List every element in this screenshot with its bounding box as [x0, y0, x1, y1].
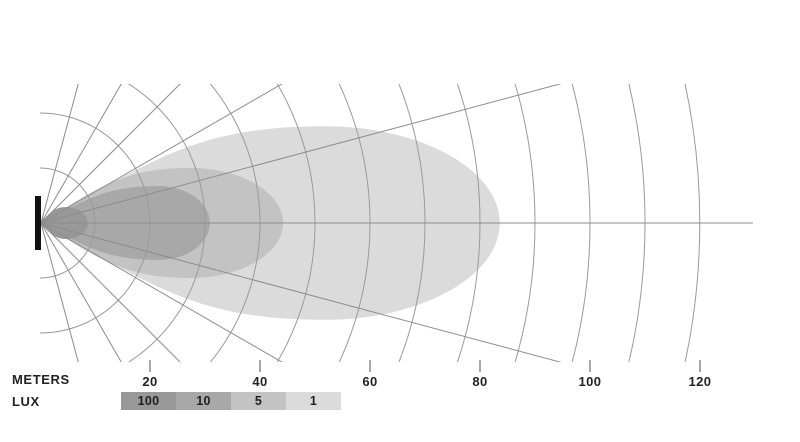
- distance-grid: [40, 84, 753, 362]
- fan-line-30deg: [40, 84, 283, 224]
- legend-cell-label: 1: [309, 394, 318, 408]
- tick-label-20: 20: [142, 374, 158, 389]
- fan-line--15deg: [40, 222, 562, 362]
- lux-legend-label: LUX: [12, 394, 40, 409]
- legend-cell-label: 5: [254, 394, 263, 408]
- tick-label-120: 120: [688, 374, 712, 389]
- legend-cell-label: 10: [196, 394, 211, 408]
- fan-line--30deg: [40, 222, 283, 362]
- tick-label-100: 100: [578, 374, 602, 389]
- tick-label-40: 40: [252, 374, 268, 389]
- lamp-icon: [35, 196, 41, 250]
- meters-axis-label: METERS: [12, 372, 70, 387]
- legend-cell-5-lux: 5: [231, 392, 286, 410]
- legend-cell-1-lux: 1: [286, 392, 341, 410]
- tick-label-80: 80: [472, 374, 488, 389]
- legend-cell-label: 100: [137, 394, 160, 408]
- fan-line-15deg: [40, 84, 562, 224]
- tick-label-60: 60: [362, 374, 378, 389]
- lux-legend-strip: 100 10 5 1: [121, 392, 341, 410]
- legend-cell-100-lux: 100: [121, 392, 176, 410]
- legend-cell-10-lux: 10: [176, 392, 231, 410]
